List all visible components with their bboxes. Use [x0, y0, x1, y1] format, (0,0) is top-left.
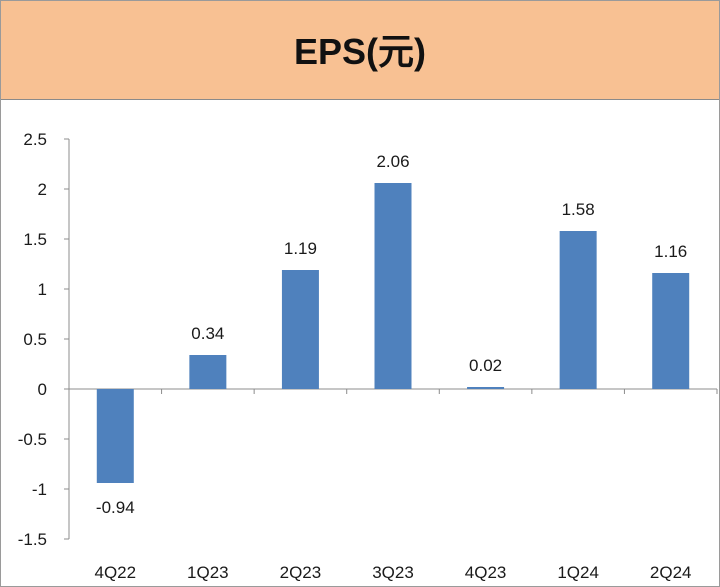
data-label: 0.02 [469, 356, 502, 375]
data-label: 1.16 [654, 242, 687, 261]
y-tick-label: -1.5 [18, 530, 47, 549]
data-label: -0.94 [96, 498, 135, 517]
chart-title: EPS(元) [293, 31, 426, 72]
x-tick-label: 2Q23 [280, 563, 322, 582]
y-tick-label: -0.5 [18, 430, 47, 449]
x-tick-label: 4Q23 [465, 563, 507, 582]
data-label: 1.19 [284, 239, 317, 258]
x-tick-label: 1Q24 [557, 563, 599, 582]
data-label: 0.34 [191, 324, 224, 343]
data-label: 1.58 [562, 200, 595, 219]
y-tick-label: 1 [38, 280, 47, 299]
y-tick-label: 0 [38, 380, 47, 399]
chart-data-labels: -0.94 0.34 1.19 2.06 0.02 1.58 1.16 [96, 152, 687, 517]
bar [281, 270, 319, 389]
bar [652, 273, 690, 389]
y-tick-label: 2.5 [23, 130, 47, 149]
y-tick-label: 2 [38, 180, 47, 199]
x-tick-label: 1Q23 [187, 563, 229, 582]
bar [189, 355, 227, 389]
bar [96, 389, 134, 483]
x-tick-label: 4Q22 [94, 563, 136, 582]
x-tick-label: 3Q23 [372, 563, 414, 582]
y-tick-label: 1.5 [23, 230, 47, 249]
y-tick-label: 0.5 [23, 330, 47, 349]
y-tick-label: -1 [32, 480, 47, 499]
title-bar: EPS(元) [1, 1, 719, 100]
chart-axes: 2.5 2 1.5 1 0.5 0 -0.5 -1 -1.5 4Q22 1Q23 2Q23 3Q23 4Q… [18, 130, 718, 582]
bar [374, 183, 412, 389]
bar [467, 387, 505, 389]
bar [559, 231, 597, 389]
eps-bar-chart: 2.5 2 1.5 1 0.5 0 -0.5 -1 -1.5 4Q22 1Q23 2Q23 3Q23 4Q… [18, 130, 718, 582]
chart-bars [96, 183, 690, 483]
data-label: 2.06 [376, 152, 409, 171]
x-tick-label: 2Q24 [650, 563, 692, 582]
